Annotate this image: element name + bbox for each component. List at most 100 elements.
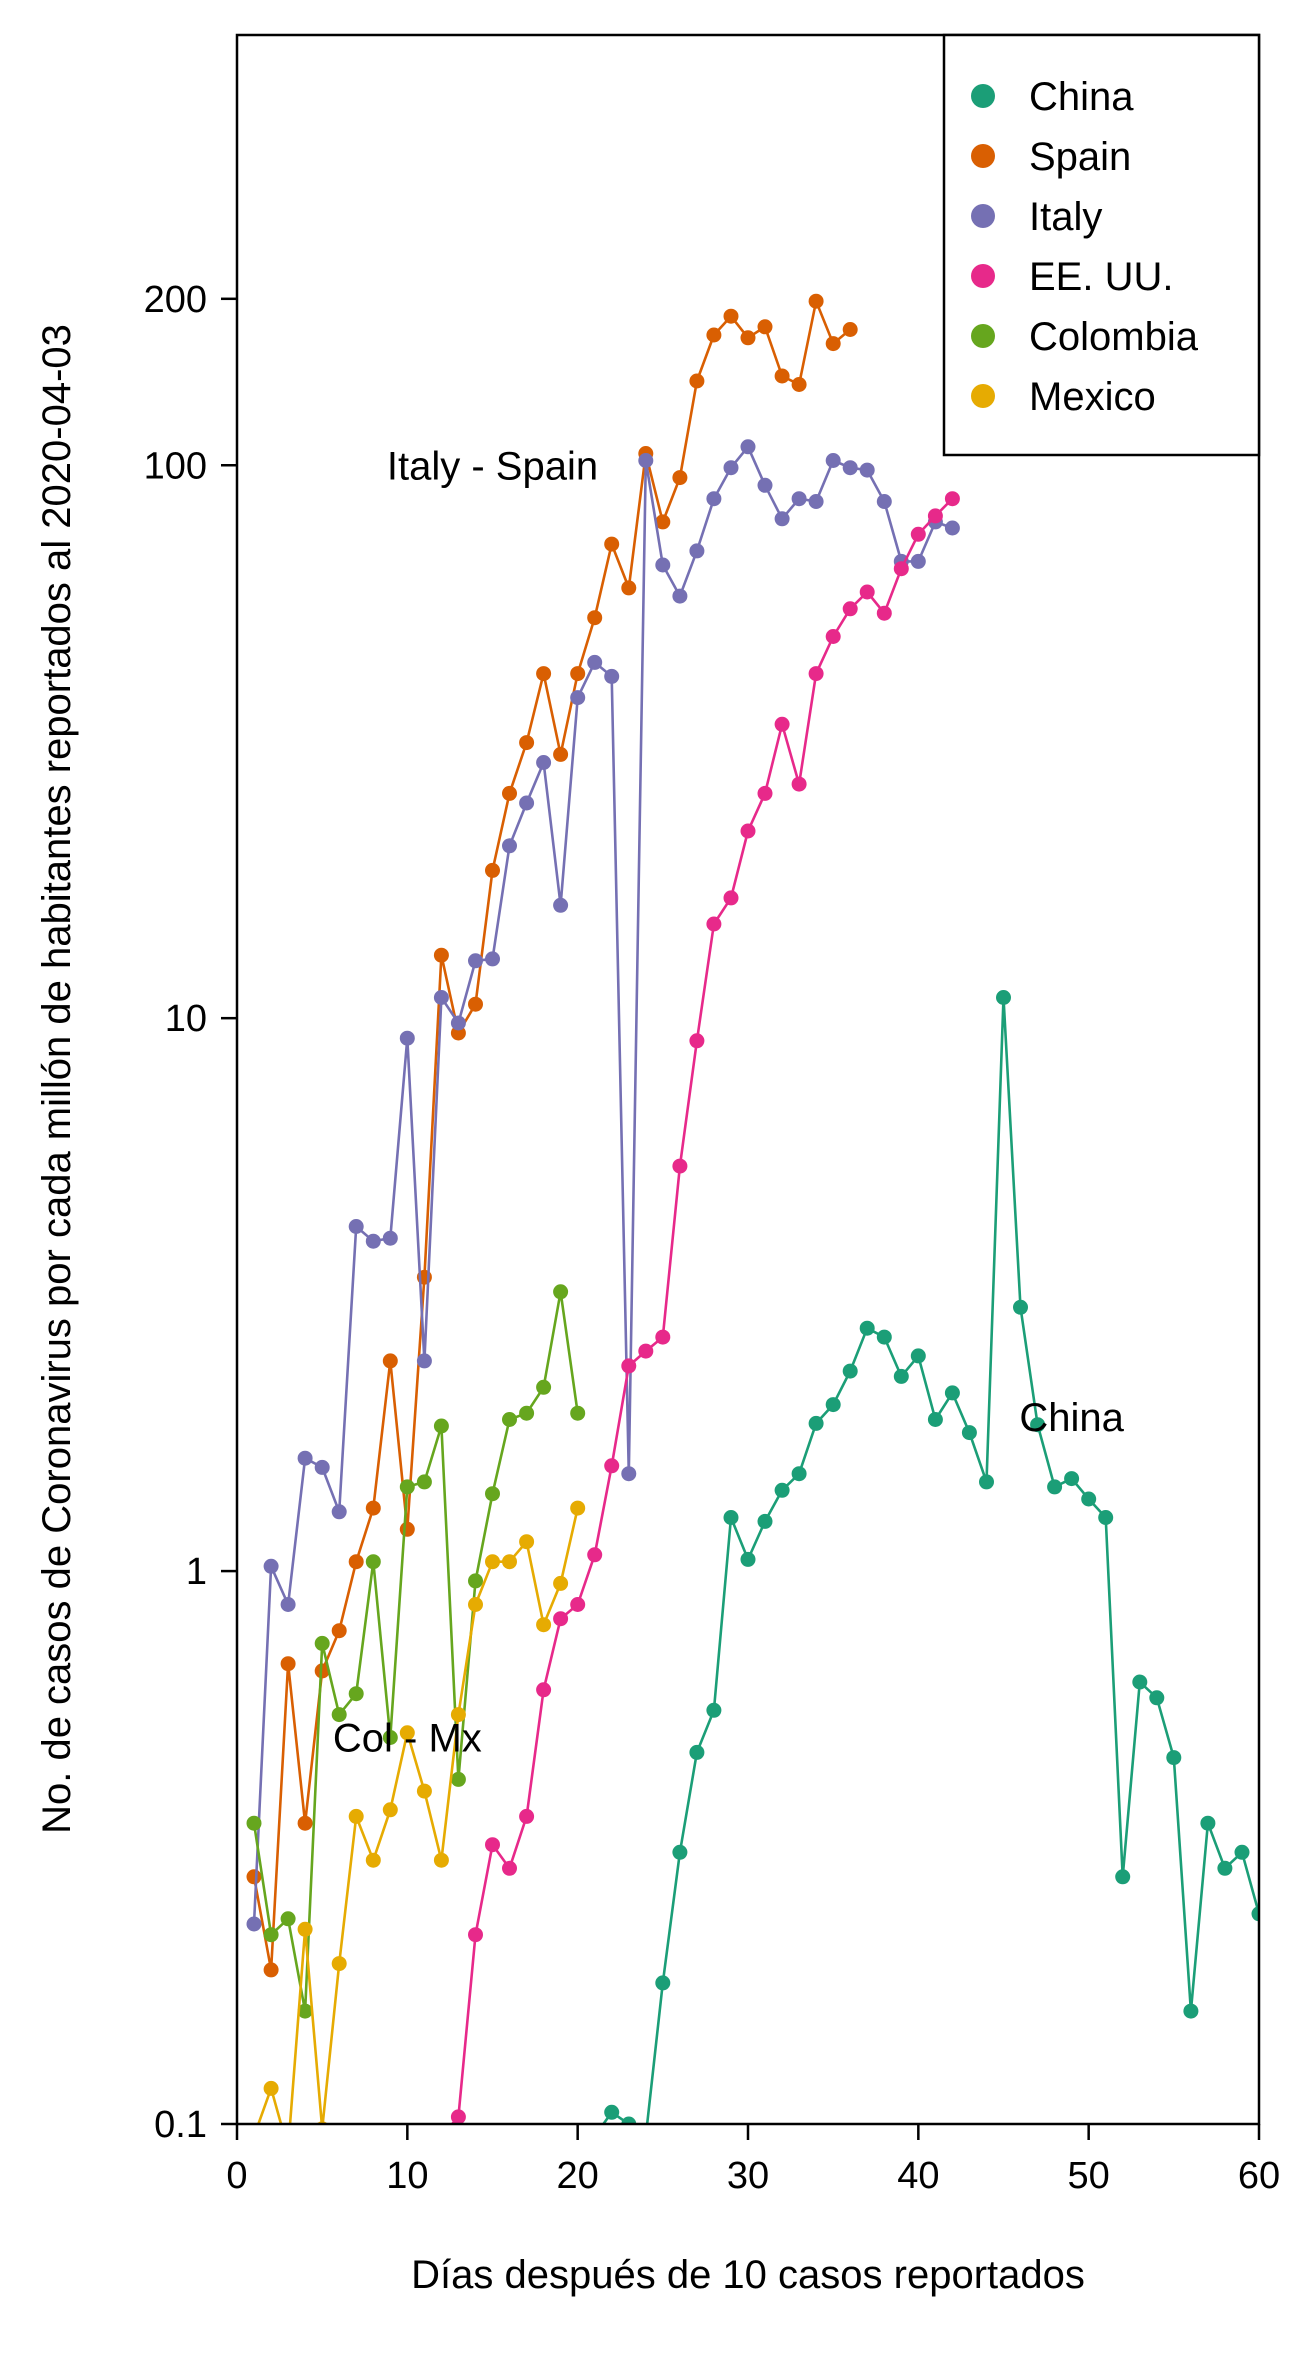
data-point xyxy=(910,1348,926,1364)
data-point xyxy=(348,1686,364,1702)
x-tick-label: 20 xyxy=(557,2155,599,2197)
y-tick-label: 0.1 xyxy=(154,2104,207,2146)
data-point xyxy=(587,610,603,626)
data-point xyxy=(825,453,841,468)
data-point xyxy=(519,795,535,811)
data-point xyxy=(757,319,773,335)
x-tick-label: 30 xyxy=(727,2155,769,2197)
data-point xyxy=(570,1405,586,1421)
x-axis-title: Días después de 10 casos reportados xyxy=(411,2253,1085,2297)
series-spain xyxy=(246,293,858,1978)
data-point xyxy=(604,668,620,684)
data-point xyxy=(621,1358,637,1374)
data-point xyxy=(655,514,671,530)
data-point xyxy=(297,1921,313,1937)
data-point xyxy=(996,990,1011,1005)
data-point xyxy=(757,477,773,493)
legend-marker xyxy=(971,84,995,108)
annotation-china: China xyxy=(1019,1396,1124,1440)
data-point xyxy=(808,666,824,682)
data-point xyxy=(263,1558,279,1574)
series-china xyxy=(587,990,1259,2144)
data-point xyxy=(485,862,500,878)
legend-marker xyxy=(971,204,995,228)
data-point xyxy=(280,1656,296,1672)
data-point xyxy=(365,1554,381,1570)
x-tick-label: 0 xyxy=(226,2155,247,2197)
legend-label: EE. UU. xyxy=(1029,255,1173,299)
data-point xyxy=(570,1597,586,1612)
data-point xyxy=(740,439,756,455)
data-point xyxy=(399,1521,415,1537)
data-point xyxy=(519,1808,535,1824)
data-point xyxy=(519,735,535,751)
data-point xyxy=(348,1554,364,1570)
series-line xyxy=(450,497,954,2124)
data-point xyxy=(536,1682,552,1698)
data-point xyxy=(740,1551,756,1567)
data-point xyxy=(468,1573,483,1589)
data-series-layer xyxy=(246,293,1259,2144)
data-point xyxy=(672,1844,688,1860)
data-point xyxy=(944,1385,960,1401)
data-point xyxy=(246,1916,262,1932)
data-point xyxy=(485,1554,500,1570)
data-point xyxy=(553,746,569,762)
data-point xyxy=(382,1353,398,1369)
data-point xyxy=(297,1815,313,1831)
data-point xyxy=(382,1730,398,1745)
data-point xyxy=(331,1956,347,1972)
series-line xyxy=(252,445,953,1925)
data-point xyxy=(842,322,858,337)
data-point xyxy=(502,1412,517,1427)
data-point xyxy=(1217,1860,1233,1876)
data-point xyxy=(621,2116,637,2124)
data-point xyxy=(621,580,637,596)
x-tick-label: 10 xyxy=(386,2155,428,2197)
data-point xyxy=(910,526,926,542)
data-point xyxy=(587,2129,602,2144)
data-point xyxy=(1081,1491,1097,1507)
data-point xyxy=(927,508,943,524)
data-point xyxy=(723,1510,739,1525)
data-point xyxy=(502,838,517,854)
data-point xyxy=(331,1707,347,1723)
data-point xyxy=(468,953,483,969)
data-point xyxy=(740,330,756,346)
data-point xyxy=(416,1474,432,1490)
axes-layer: 0 10 20 30 40 50 60 0.1 1 10 100 200 xyxy=(144,279,1281,2197)
x-tick-label: 40 xyxy=(897,2155,939,2197)
y-axis-title: No. de casos de Coronavirus por cada mil… xyxy=(35,324,79,1834)
data-point xyxy=(433,947,449,963)
data-point xyxy=(638,1343,654,1359)
data-point xyxy=(247,2129,262,2144)
data-point xyxy=(604,2104,620,2120)
legend-box xyxy=(942,33,1261,457)
data-point xyxy=(1183,2003,1199,2019)
data-point xyxy=(280,1911,296,1927)
data-point xyxy=(876,605,892,621)
data-point xyxy=(502,1860,517,1876)
data-point xyxy=(468,1597,483,1612)
y-tick-label: 10 xyxy=(165,998,207,1040)
data-point xyxy=(689,543,705,559)
data-point xyxy=(536,755,552,770)
data-point xyxy=(808,494,824,509)
data-point xyxy=(433,1852,449,1868)
annotation-italy-spain: Italy - Spain xyxy=(387,444,598,488)
data-point xyxy=(1013,1299,1028,1315)
data-point xyxy=(519,1534,535,1550)
data-point xyxy=(944,520,960,536)
x-tick-label: 50 xyxy=(1068,2155,1110,2197)
data-point xyxy=(1234,1844,1250,1860)
data-point xyxy=(842,601,858,617)
data-point xyxy=(314,1459,330,1475)
data-point xyxy=(263,1962,279,1978)
data-point xyxy=(842,460,858,476)
data-point xyxy=(1047,1479,1063,1495)
data-point xyxy=(808,293,824,309)
data-point xyxy=(621,1466,637,1482)
data-point xyxy=(1115,1869,1131,1885)
data-point xyxy=(348,1808,364,1824)
data-point xyxy=(791,491,807,507)
